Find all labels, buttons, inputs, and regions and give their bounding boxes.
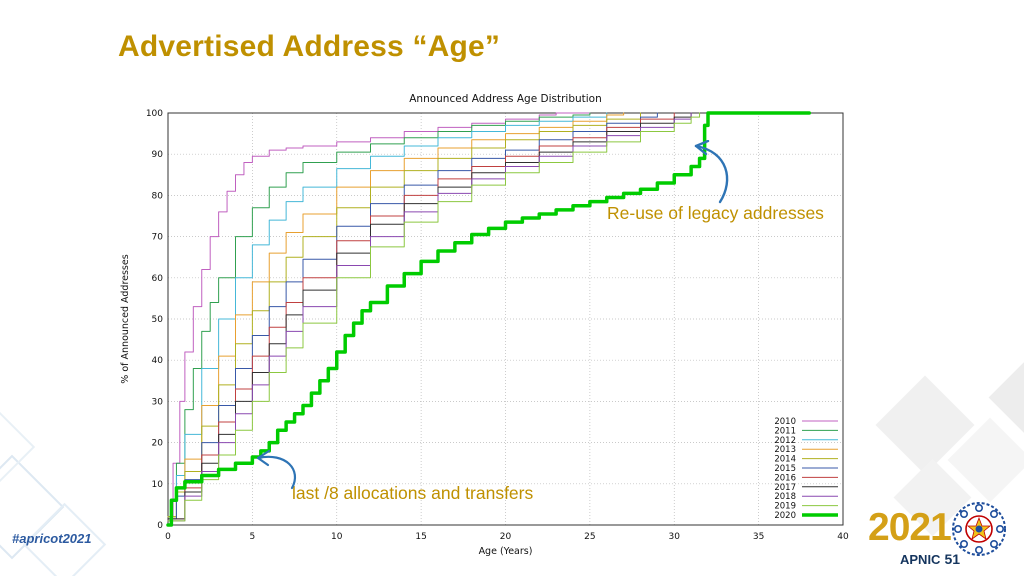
x-tick-label: 5 <box>250 532 256 542</box>
legend-label-2020: 2020 <box>774 511 796 521</box>
y-tick-label: 40 <box>152 356 164 366</box>
y-tick-label: 70 <box>152 233 164 243</box>
x-tick-label: 30 <box>669 532 681 542</box>
x-tick-label: 15 <box>415 532 426 542</box>
slide-title: Advertised Address “Age” <box>118 30 501 63</box>
y-tick-label: 20 <box>152 439 164 449</box>
y-tick-label: 100 <box>146 109 163 119</box>
legend-label-2012: 2012 <box>774 436 796 446</box>
x-tick-label: 25 <box>584 532 595 542</box>
legend-label-2010: 2010 <box>774 417 796 427</box>
y-axis-label: % of Announced Addresses <box>120 254 131 383</box>
arrow-to-last8-step-icon <box>256 449 297 490</box>
legend-label-2019: 2019 <box>774 502 796 512</box>
annotation-last-slash8: last /8 allocations and transfers <box>292 483 534 503</box>
legend-label-2014: 2014 <box>774 455 796 465</box>
legend-label-2015: 2015 <box>774 464 796 474</box>
legend-label-2016: 2016 <box>774 473 796 483</box>
y-tick-label: 30 <box>152 397 164 407</box>
chart-canvas: 0 5 10 15 20 25 30 35 40 0 10 20 30 40 50 60 70 80 90 100 20… <box>120 93 849 557</box>
y-tick-label: 90 <box>152 150 164 160</box>
legend-label-2013: 2013 <box>774 445 796 455</box>
y-tick-label: 0 <box>157 521 163 531</box>
chart-title: Announced Address Age Distribution <box>409 93 602 105</box>
plot-border <box>167 112 844 526</box>
x-axis-label: Age (Years) <box>479 546 533 557</box>
legend-label-2011: 2011 <box>774 426 796 436</box>
series-line-2015 <box>167 112 658 520</box>
y-tick-label: 60 <box>152 274 164 284</box>
hashtag-apricot2021: #apricot2021 <box>12 531 92 546</box>
legend-label-2017: 2017 <box>774 483 796 493</box>
logo-apnic-brand: APNIC <box>900 552 941 567</box>
x-tick-label: 0 <box>165 532 171 542</box>
annotation-legacy-addresses: Re-use of legacy addresses <box>607 203 824 223</box>
logo-apnic-number: 51 <box>944 551 961 567</box>
apnic-mandala-icon <box>952 502 1006 556</box>
logo-apnic-51: APNIC 51 <box>900 551 960 567</box>
y-tick-label: 50 <box>152 315 164 325</box>
legend-label-2018: 2018 <box>774 492 796 502</box>
y-tick-label: 10 <box>152 480 164 490</box>
series-line-2011 <box>167 112 591 518</box>
logo-year-2021: 2021 <box>868 506 952 549</box>
series-line-2019 <box>167 112 701 522</box>
x-tick-label: 40 <box>837 532 849 542</box>
x-tick-label: 35 <box>753 532 764 542</box>
arrow-to-legacy-jump-icon <box>694 140 729 204</box>
x-tick-label: 10 <box>331 532 343 542</box>
series-line-2010 <box>167 112 591 518</box>
chart: 0 5 10 15 20 25 30 35 40 0 10 20 30 40 50 60 70 80 90 100 20… <box>118 88 863 563</box>
y-tick-label: 80 <box>152 191 164 201</box>
x-tick-label: 20 <box>500 532 512 542</box>
series-line-2013 <box>167 112 625 518</box>
series-line-2020 <box>166 111 811 527</box>
series-line-2012 <box>167 112 608 518</box>
